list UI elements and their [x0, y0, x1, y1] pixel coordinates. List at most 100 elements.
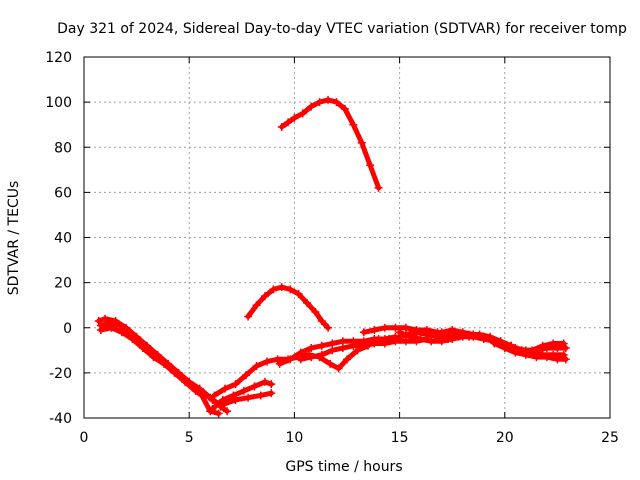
data-point [328, 346, 337, 355]
data-point [326, 359, 335, 368]
data-point [242, 371, 251, 380]
data-point [101, 314, 110, 323]
y-tick-label: 40 [54, 231, 72, 247]
data-point [296, 348, 305, 357]
series-arc-6 [218, 389, 276, 409]
data-point [370, 326, 379, 335]
data-point [294, 289, 303, 298]
data-point [244, 393, 253, 402]
data-point [267, 389, 276, 398]
data-point [528, 346, 537, 355]
data-point [324, 95, 333, 104]
data-point [317, 350, 326, 359]
data-point [349, 341, 358, 350]
data-point [328, 339, 337, 348]
data-point [532, 353, 541, 362]
data-point [401, 323, 410, 332]
axis-ticks [83, 56, 611, 419]
y-tick-label: 20 [54, 276, 72, 292]
data-point [250, 382, 259, 391]
y-tick-label: -40 [49, 411, 72, 427]
data-point [443, 335, 452, 344]
data-point [385, 335, 394, 344]
data-point [479, 332, 488, 341]
data-point [332, 98, 341, 107]
data-point [458, 328, 467, 337]
data-point [469, 330, 478, 339]
data-point [317, 316, 326, 325]
data-point [427, 330, 436, 339]
data-point [357, 138, 366, 147]
data-point [338, 337, 347, 346]
data-point [269, 285, 278, 294]
data-point [263, 357, 272, 366]
data-point [561, 344, 570, 353]
data-point [349, 120, 358, 129]
data-point [210, 391, 219, 400]
data-point [542, 353, 551, 362]
y-tick-label: 60 [54, 185, 72, 201]
y-tick-label: 100 [45, 95, 72, 111]
data-point [180, 377, 189, 386]
x-tick-label: 25 [601, 430, 619, 446]
data-point [260, 292, 269, 301]
data-point [286, 355, 295, 364]
data-point [252, 362, 261, 371]
data-point [273, 355, 282, 364]
chart-title: Day 321 of 2024, Sidereal Day-to-day VTE… [57, 21, 627, 37]
y-tick-label: -20 [49, 366, 72, 382]
data-point [191, 386, 200, 395]
data-point [149, 353, 158, 362]
data-point [277, 122, 286, 131]
data-point [231, 380, 240, 389]
data-point [115, 321, 124, 330]
data-point [380, 323, 389, 332]
data-point [252, 301, 261, 310]
data-point [538, 341, 547, 350]
data-point [298, 109, 307, 118]
data-point [561, 355, 570, 364]
data-point [374, 183, 383, 192]
data-point [427, 337, 436, 346]
data-point [231, 395, 240, 404]
data-point [340, 104, 349, 113]
series-arc-3 [96, 323, 223, 418]
data-point [96, 326, 105, 335]
data-point [296, 355, 305, 364]
data-point [343, 355, 351, 364]
data-point [128, 335, 137, 344]
tick-labels: 0 5 10 15 20 25 -40 -20 0 20 40 60 80 100 120 [45, 50, 619, 446]
data-point [334, 364, 343, 373]
series-arc-high [277, 95, 383, 192]
data-point [218, 400, 227, 409]
series-arc-13 [490, 339, 570, 364]
data-point [303, 298, 312, 307]
x-tick-label: 5 [185, 430, 194, 446]
data-point [138, 344, 147, 353]
data-point [391, 323, 400, 332]
data-point [359, 328, 368, 337]
data-point [275, 359, 284, 368]
data-point [267, 380, 276, 389]
data-point [490, 339, 499, 348]
data-point [559, 339, 568, 348]
data-point [244, 312, 253, 321]
data-point [307, 102, 316, 111]
data-point [307, 344, 316, 353]
data-point [406, 330, 415, 339]
data-point [170, 368, 179, 377]
data-point [549, 339, 558, 348]
data-point [359, 341, 368, 350]
data-point [94, 316, 103, 325]
data-point [437, 328, 446, 337]
data-point [220, 384, 229, 393]
data-point [260, 377, 269, 386]
data-point [208, 404, 217, 413]
data-point [454, 332, 463, 341]
data-point [370, 339, 379, 348]
series-arc-mid [244, 283, 333, 332]
data-point [416, 335, 425, 344]
data-point [197, 391, 206, 400]
